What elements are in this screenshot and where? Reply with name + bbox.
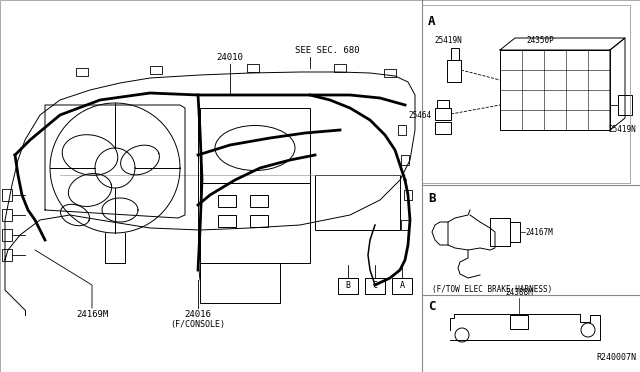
Bar [422, 5, 630, 183]
Bar [2, 229, 12, 241]
Bar [250, 215, 268, 227]
Text: A: A [399, 282, 404, 291]
Bar [392, 278, 412, 294]
Bar [510, 222, 520, 242]
Bar [2, 249, 12, 261]
Text: C: C [372, 282, 378, 291]
Bar [500, 50, 610, 130]
Text: R240007N: R240007N [596, 353, 636, 362]
Bar [315, 175, 400, 230]
Bar [510, 315, 528, 329]
Bar [435, 108, 451, 120]
Bar [218, 215, 236, 227]
Bar [200, 108, 310, 183]
Bar [398, 125, 406, 135]
Bar [384, 69, 396, 77]
Bar [401, 220, 409, 230]
Bar [150, 66, 162, 74]
Text: C: C [428, 300, 435, 313]
Bar [365, 278, 385, 294]
Bar [401, 155, 409, 165]
Bar [200, 183, 310, 263]
Bar [404, 190, 412, 200]
Bar [338, 278, 358, 294]
Bar [250, 195, 268, 207]
Text: (F/CONSOLE): (F/CONSOLE) [170, 320, 225, 329]
Bar [334, 64, 346, 72]
Bar [490, 218, 510, 246]
Text: A: A [428, 15, 435, 28]
Text: SEE SEC. 680: SEE SEC. 680 [295, 46, 360, 55]
Text: 25419N: 25419N [608, 125, 636, 134]
Bar [2, 209, 12, 221]
Bar [451, 48, 459, 60]
Bar [76, 68, 88, 76]
Text: 25464: 25464 [409, 110, 432, 119]
Bar [200, 263, 280, 303]
Text: B: B [428, 192, 435, 205]
Text: 24350P: 24350P [526, 36, 554, 45]
Bar [2, 189, 12, 201]
Bar [218, 195, 236, 207]
Bar [447, 60, 461, 82]
Bar [247, 64, 259, 72]
Text: 24016: 24016 [184, 310, 211, 319]
Bar [435, 122, 451, 134]
Text: 25419N: 25419N [434, 36, 462, 45]
Text: 24167M: 24167M [525, 228, 553, 237]
Bar [437, 100, 449, 108]
Bar [618, 95, 632, 115]
Text: 24388M: 24388M [505, 288, 533, 297]
Text: B: B [346, 282, 351, 291]
Text: 24010: 24010 [216, 53, 243, 62]
Text: (F/TOW ELEC BRAKE HARNESS): (F/TOW ELEC BRAKE HARNESS) [432, 285, 552, 294]
Text: 24169M: 24169M [76, 310, 108, 319]
